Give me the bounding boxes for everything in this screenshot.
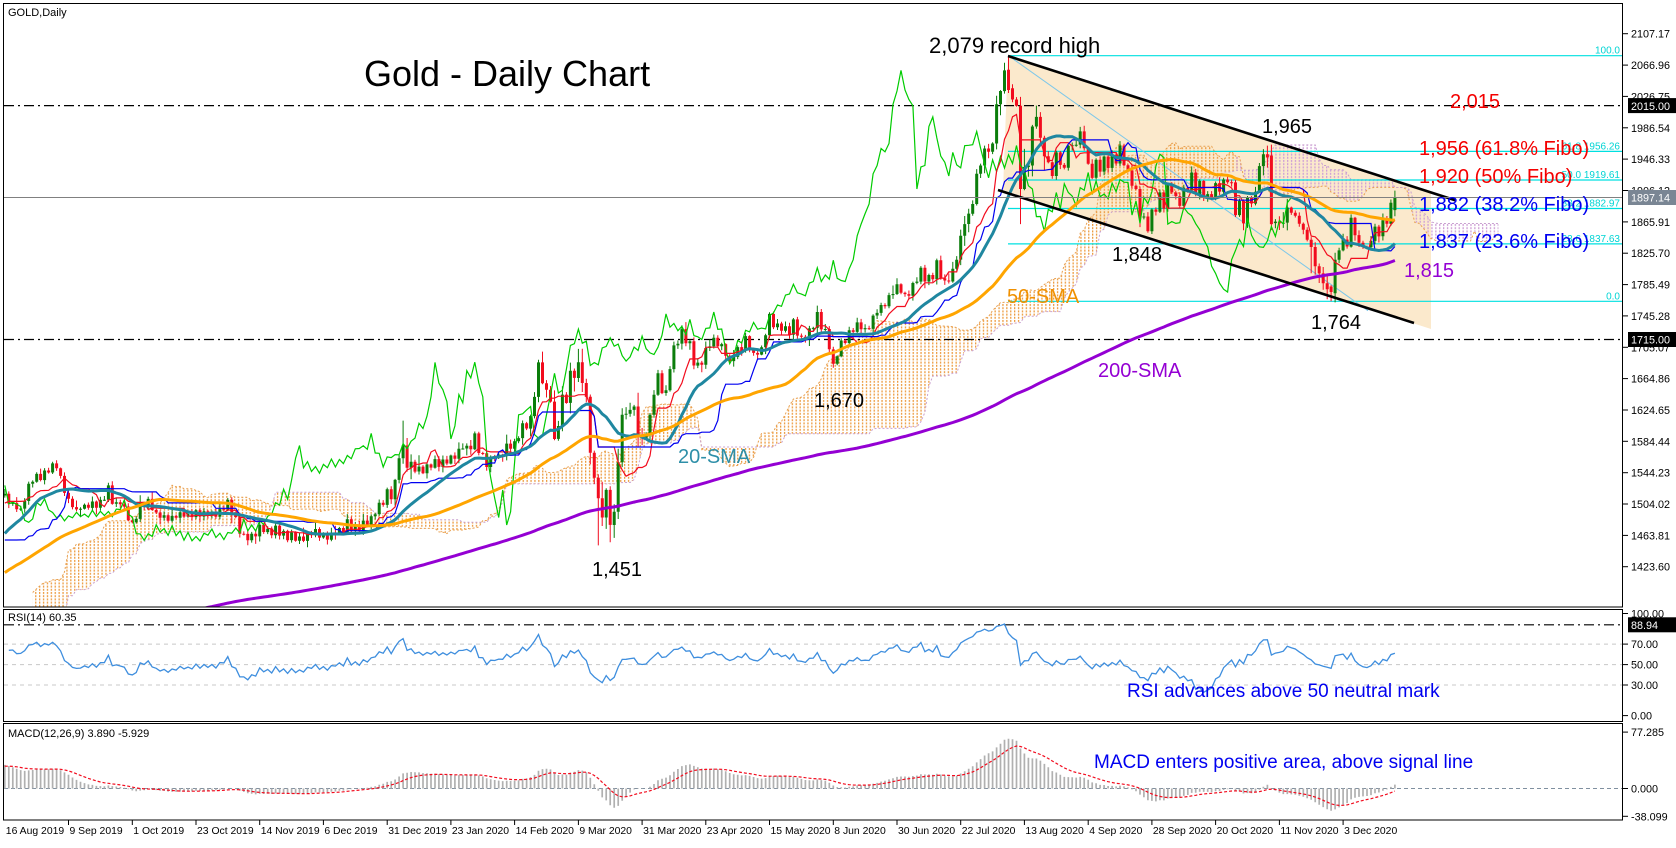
svg-text:1544.23: 1544.23	[1631, 468, 1670, 480]
svg-text:100.0: 100.0	[1595, 46, 1620, 57]
svg-text:1,764: 1,764	[1311, 312, 1361, 334]
svg-text:Gold - Daily Chart: Gold - Daily Chart	[364, 53, 650, 94]
svg-text:22 Jul 2020: 22 Jul 2020	[962, 826, 1016, 837]
svg-text:1,670: 1,670	[814, 390, 864, 412]
svg-text:MACD(12,26,9) 3.890 -5.929: MACD(12,26,9) 3.890 -5.929	[8, 728, 149, 740]
svg-text:31 Mar 2020: 31 Mar 2020	[643, 826, 702, 837]
svg-text:2066.96: 2066.96	[1631, 60, 1670, 72]
svg-text:70.00: 70.00	[1631, 639, 1658, 651]
svg-text:1785.49: 1785.49	[1631, 280, 1670, 292]
svg-text:1,920 (50% Fibo): 1,920 (50% Fibo)	[1419, 166, 1572, 188]
svg-text:14 Feb 2020: 14 Feb 2020	[516, 826, 575, 837]
svg-text:3 Dec 2020: 3 Dec 2020	[1344, 826, 1397, 837]
svg-text:1,837 (23.6% Fibo): 1,837 (23.6% Fibo)	[1419, 231, 1589, 253]
svg-text:1664.86: 1664.86	[1631, 374, 1670, 386]
svg-text:0.0: 0.0	[1606, 291, 1620, 302]
svg-text:-38.099: -38.099	[1631, 811, 1668, 823]
svg-text:GOLD,Daily: GOLD,Daily	[8, 7, 67, 19]
svg-text:88.94: 88.94	[1631, 620, 1658, 632]
svg-text:0.00: 0.00	[1631, 711, 1652, 723]
svg-text:23.6 1837.63: 23.6 1837.63	[1562, 234, 1621, 245]
svg-text:1865.91: 1865.91	[1631, 217, 1670, 229]
svg-text:77.285: 77.285	[1631, 727, 1664, 739]
svg-text:1504.02: 1504.02	[1631, 499, 1670, 511]
svg-text:2,015: 2,015	[1450, 91, 1500, 113]
svg-text:50-SMA: 50-SMA	[1007, 286, 1080, 308]
svg-text:1,815: 1,815	[1404, 260, 1454, 282]
svg-text:MACD enters positive area, abo: MACD enters positive area, above signal …	[1094, 752, 1473, 773]
svg-text:1946.33: 1946.33	[1631, 154, 1670, 166]
svg-text:20-SMA: 20-SMA	[678, 446, 751, 468]
svg-text:23 Apr 2020: 23 Apr 2020	[707, 826, 763, 837]
svg-text:1715.00: 1715.00	[1631, 335, 1670, 347]
svg-text:1584.44: 1584.44	[1631, 436, 1670, 448]
svg-text:15 May 2020: 15 May 2020	[771, 826, 831, 837]
svg-text:38.2 1882.97: 38.2 1882.97	[1562, 199, 1621, 210]
svg-text:16 Aug 2019: 16 Aug 2019	[6, 826, 65, 837]
svg-text:1897.14: 1897.14	[1631, 193, 1670, 205]
svg-text:1,965: 1,965	[1262, 116, 1312, 138]
svg-text:RSI advances above 50 neutral: RSI advances above 50 neutral mark	[1127, 681, 1440, 702]
svg-text:23 Oct 2019: 23 Oct 2019	[197, 826, 254, 837]
svg-text:0.000: 0.000	[1631, 784, 1658, 796]
svg-text:61.8 1956.26: 61.8 1956.26	[1562, 141, 1621, 152]
svg-text:1423.60: 1423.60	[1631, 562, 1670, 574]
svg-text:30 Jun 2020: 30 Jun 2020	[898, 826, 955, 837]
svg-text:1986.54: 1986.54	[1631, 123, 1670, 135]
svg-text:RSI(14) 60.35: RSI(14) 60.35	[8, 612, 76, 624]
svg-text:50.0 1919.61: 50.0 1919.61	[1562, 170, 1621, 181]
svg-text:1 Oct 2019: 1 Oct 2019	[133, 826, 184, 837]
svg-text:1745.28: 1745.28	[1631, 311, 1670, 323]
svg-text:20 Oct 2020: 20 Oct 2020	[1217, 826, 1274, 837]
svg-text:1825.70: 1825.70	[1631, 248, 1670, 260]
svg-text:2015.00: 2015.00	[1631, 101, 1670, 113]
svg-text:8 Jun 2020: 8 Jun 2020	[834, 826, 886, 837]
svg-text:6 Dec 2019: 6 Dec 2019	[324, 826, 377, 837]
svg-text:200-SMA: 200-SMA	[1098, 360, 1182, 382]
svg-text:1,882 (38.2% Fibo): 1,882 (38.2% Fibo)	[1419, 194, 1589, 216]
svg-text:13 Aug 2020: 13 Aug 2020	[1025, 826, 1084, 837]
svg-text:1,848: 1,848	[1112, 244, 1162, 266]
svg-text:30.00: 30.00	[1631, 680, 1658, 692]
svg-text:14 Nov 2019: 14 Nov 2019	[261, 826, 320, 837]
svg-text:2,079 record high: 2,079 record high	[929, 33, 1100, 58]
svg-text:11 Nov 2020: 11 Nov 2020	[1280, 826, 1338, 837]
svg-text:9 Sep 2019: 9 Sep 2019	[70, 826, 123, 837]
svg-text:23 Jan 2020: 23 Jan 2020	[452, 826, 509, 837]
svg-text:4 Sep 2020: 4 Sep 2020	[1089, 826, 1142, 837]
svg-text:50.00: 50.00	[1631, 660, 1658, 672]
svg-text:1,956 (61.8% Fibo): 1,956 (61.8% Fibo)	[1419, 138, 1589, 160]
svg-text:1,451: 1,451	[592, 559, 642, 581]
svg-text:28 Sep 2020: 28 Sep 2020	[1153, 826, 1212, 837]
svg-text:31 Dec 2019: 31 Dec 2019	[388, 826, 447, 837]
svg-text:1624.65: 1624.65	[1631, 405, 1670, 417]
svg-text:1463.81: 1463.81	[1631, 530, 1670, 542]
svg-text:2107.17: 2107.17	[1631, 29, 1670, 41]
svg-text:9 Mar 2020: 9 Mar 2020	[579, 826, 632, 837]
